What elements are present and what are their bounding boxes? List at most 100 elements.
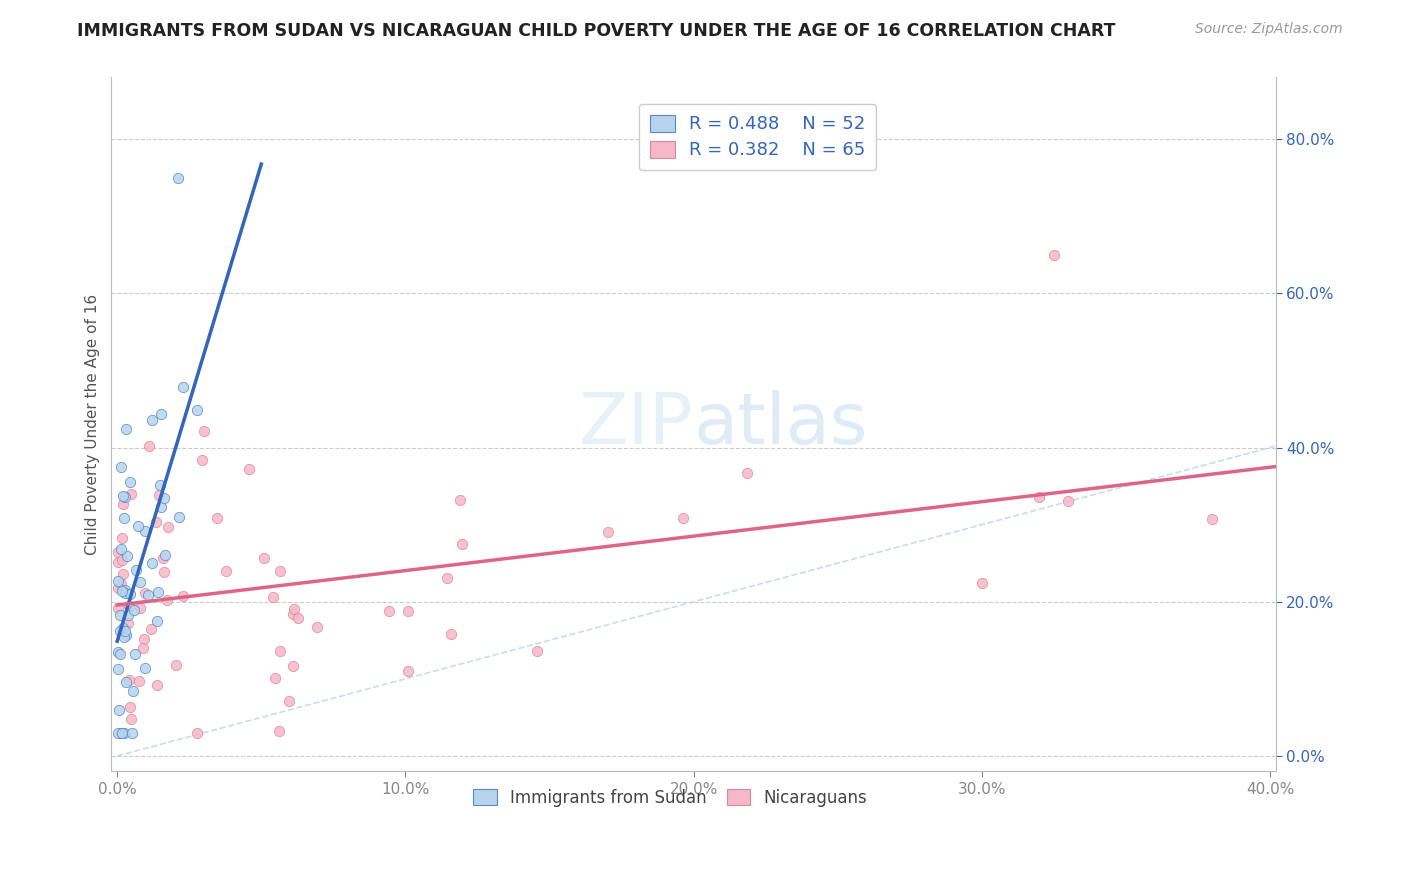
Point [186, 403, 208, 417]
Y-axis label: Child Poverty Under the Age of 16: Child Poverty Under the Age of 16 [86, 293, 100, 555]
Point [114, 624, 136, 638]
Point [134, 661, 156, 675]
Point [166, 170, 188, 185]
Text: IMMIGRANTS FROM SUDAN VS NICARAGUAN CHILD POVERTY UNDER THE AGE OF 16 CORRELATIO: IMMIGRANTS FROM SUDAN VS NICARAGUAN CHIL… [77, 22, 1116, 40]
Point [127, 519, 149, 533]
Point [122, 602, 145, 616]
Point [107, 555, 129, 569]
Legend: Immigrants from Sudan, Nicaraguans: Immigrants from Sudan, Nicaraguans [465, 780, 876, 815]
Point [141, 413, 163, 427]
Point [1043, 248, 1066, 262]
Point [107, 645, 129, 659]
Point [110, 726, 132, 740]
Point [118, 673, 141, 688]
Point [262, 590, 284, 604]
Point [152, 551, 174, 566]
Point [107, 726, 129, 740]
Point [287, 611, 309, 625]
Point [128, 673, 150, 688]
Point [153, 491, 176, 505]
Point [134, 524, 156, 538]
Point [215, 565, 238, 579]
Point [396, 604, 419, 618]
Point [125, 563, 148, 577]
Point [165, 658, 187, 673]
Point [156, 520, 179, 534]
Point [283, 601, 305, 615]
Point [269, 644, 291, 658]
Point [117, 607, 139, 622]
Point [134, 586, 156, 600]
Point [307, 620, 329, 634]
Point [110, 541, 132, 556]
Point [114, 586, 136, 600]
Point [283, 658, 305, 673]
Point [150, 407, 173, 421]
Point [114, 583, 136, 598]
Point [139, 622, 162, 636]
Point [120, 586, 142, 600]
Point [205, 510, 228, 524]
Point [107, 582, 129, 596]
Point [449, 492, 471, 507]
Point [141, 557, 163, 571]
Point [148, 584, 170, 599]
Point [110, 726, 132, 740]
Point [378, 604, 401, 618]
Point [111, 531, 134, 545]
Point [115, 674, 138, 689]
Point [115, 422, 138, 436]
Point [156, 593, 179, 607]
Point [129, 600, 152, 615]
Point [1057, 493, 1080, 508]
Point [136, 588, 159, 602]
Text: ZIP: ZIP [579, 390, 693, 458]
Point [153, 548, 176, 562]
Point [264, 671, 287, 685]
Point [146, 678, 169, 692]
Text: Source: ZipAtlas.com: Source: ZipAtlas.com [1195, 22, 1343, 37]
Point [129, 575, 152, 590]
Point [114, 490, 136, 504]
Point [172, 589, 194, 603]
Point [108, 703, 131, 717]
Point [111, 489, 134, 503]
Point [132, 632, 155, 646]
Point [108, 624, 131, 638]
Point [186, 726, 208, 740]
Point [111, 621, 134, 635]
Point [145, 516, 167, 530]
Point [672, 511, 695, 525]
Point [598, 524, 620, 539]
Point [115, 549, 138, 563]
Point [108, 647, 131, 661]
Point [118, 700, 141, 714]
Point [114, 628, 136, 642]
Point [131, 641, 153, 656]
Point [281, 607, 304, 621]
Point [1028, 490, 1050, 504]
Point [191, 453, 214, 467]
Point [735, 467, 758, 481]
Point [148, 488, 170, 502]
Point [149, 478, 172, 492]
Point [118, 599, 141, 613]
Point [450, 536, 472, 550]
Point [112, 511, 135, 525]
Point [193, 424, 215, 438]
Point [111, 553, 134, 567]
Point [120, 486, 142, 500]
Point [107, 574, 129, 588]
Point [117, 615, 139, 630]
Point [970, 576, 993, 591]
Point [124, 647, 146, 661]
Point [152, 565, 174, 579]
Point [112, 726, 135, 740]
Point [110, 459, 132, 474]
Point [146, 614, 169, 628]
Point [526, 644, 548, 658]
Point [238, 461, 260, 475]
Point [138, 439, 160, 453]
Point [440, 627, 463, 641]
Point [111, 584, 134, 599]
